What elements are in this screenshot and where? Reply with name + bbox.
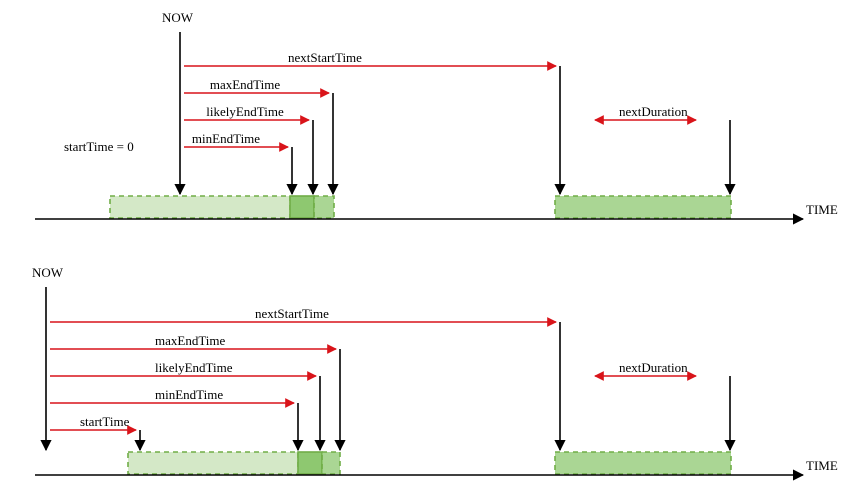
svg-text:TIME: TIME [806,202,838,217]
svg-text:minEndTime: minEndTime [192,131,260,146]
timeline-diagram: TIME NOW nextStartTime maxEndTime likelyEndT… [0,0,851,500]
svg-text:maxEndTime: maxEndTime [155,333,226,348]
svg-text:NOW: NOW [162,10,194,25]
svg-text:maxEndTime: maxEndTime [210,77,281,92]
svg-text:nextDuration: nextDuration [619,104,688,119]
svg-text:startTime = 0: startTime = 0 [64,139,134,154]
svg-text:TIME: TIME [806,458,838,473]
svg-text:likelyEndTime: likelyEndTime [155,360,233,375]
svg-text:nextStartTime: nextStartTime [255,306,329,321]
svg-text:nextStartTime: nextStartTime [288,50,362,65]
svg-text:NOW: NOW [32,265,64,280]
svg-text:likelyEndTime: likelyEndTime [206,104,284,119]
svg-text:minEndTime: minEndTime [155,387,223,402]
svg-text:startTime: startTime [80,414,130,429]
svg-text:nextDuration: nextDuration [619,360,688,375]
